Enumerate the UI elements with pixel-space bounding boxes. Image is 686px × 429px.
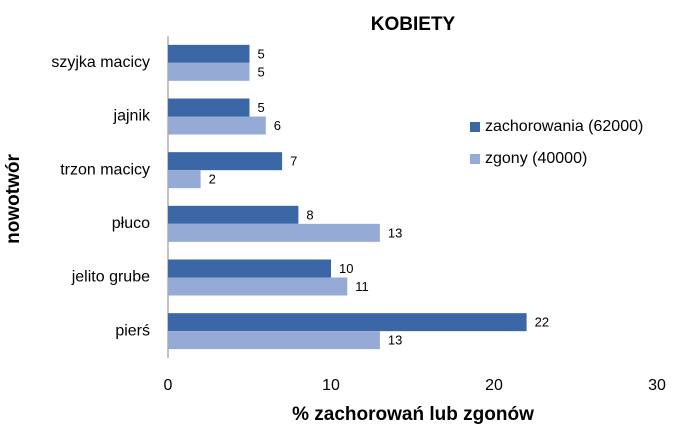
x-axis-label: % zachorowań lub zgonów <box>292 404 534 425</box>
value-label: 13 <box>388 333 402 348</box>
chart-title: KOBIETY <box>371 14 456 35</box>
bar <box>168 331 380 350</box>
value-label: 5 <box>258 46 265 61</box>
legend-swatch <box>470 154 480 164</box>
bar <box>168 98 250 117</box>
bar <box>168 223 380 242</box>
bar <box>168 277 348 296</box>
legend-label: zgony (40000) <box>485 150 587 167</box>
bar <box>168 259 331 278</box>
value-label: 5 <box>258 64 265 79</box>
y-tick-label: szyjka macicy <box>51 54 150 71</box>
bar <box>168 62 250 81</box>
value-label: 6 <box>274 118 281 133</box>
bar <box>168 205 299 224</box>
x-tick-label: 20 <box>485 377 503 394</box>
legend-label: zachorowania (62000) <box>485 118 643 135</box>
bar <box>168 170 201 189</box>
y-tick-label: jajnik <box>113 108 151 125</box>
value-label: 5 <box>258 100 265 115</box>
x-tick-label: 0 <box>164 377 173 394</box>
value-label: 22 <box>535 315 549 330</box>
bar <box>168 44 250 63</box>
x-tick-label: 30 <box>648 377 666 394</box>
value-label: 13 <box>388 225 402 240</box>
y-axis-label: nowotwór <box>3 154 24 244</box>
bar <box>168 152 283 171</box>
y-tick-label: trzon macicy <box>60 161 150 178</box>
value-label: 10 <box>339 261 353 276</box>
bar <box>168 116 266 135</box>
y-tick-label: płuco <box>112 215 150 232</box>
bar <box>168 313 527 332</box>
x-tick-label: 10 <box>322 377 340 394</box>
y-tick-label: jelito grube <box>71 269 150 286</box>
value-label: 2 <box>209 172 216 187</box>
y-tick-label: pierś <box>115 322 150 339</box>
value-label: 11 <box>355 279 369 294</box>
value-label: 7 <box>290 154 297 169</box>
legend-swatch <box>470 122 480 132</box>
value-label: 8 <box>306 207 313 222</box>
